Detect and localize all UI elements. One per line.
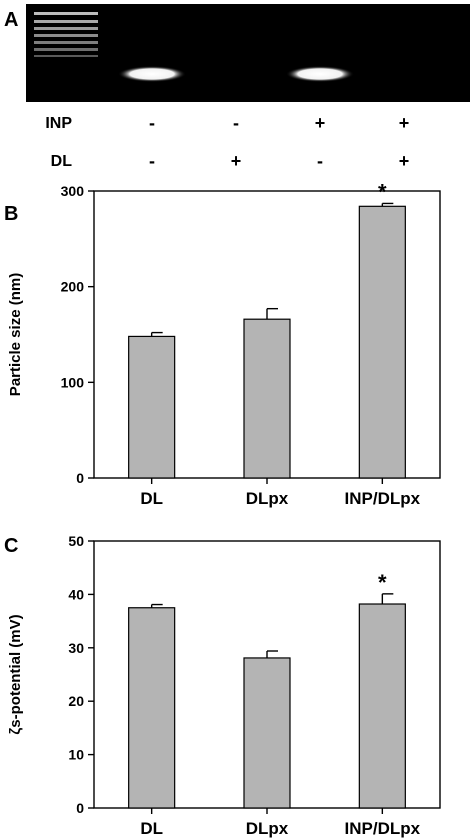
- panel-a-label: A: [4, 9, 18, 31]
- bar: [358, 205, 406, 479]
- gel-sign: -: [317, 151, 323, 171]
- y-tick-label: 50: [68, 533, 84, 549]
- gel-row-label: DL: [51, 153, 73, 170]
- significance-marker: *: [378, 570, 387, 595]
- significance-marker: *: [378, 179, 387, 204]
- gel-sign: -: [233, 113, 239, 133]
- bar: [243, 657, 291, 809]
- gel-band: [118, 66, 186, 82]
- y-axis-label: ζs-potential (mV): [7, 614, 24, 734]
- bar: [128, 335, 176, 479]
- y-tick-label: 20: [68, 693, 84, 709]
- dna-ladder: [34, 12, 98, 57]
- y-tick-label: 10: [68, 747, 84, 763]
- x-tick-label: INP/DLpx: [345, 819, 421, 838]
- x-tick-label: INP/DLpx: [345, 489, 421, 508]
- y-tick-label: 300: [61, 183, 85, 199]
- gel-sign: +: [315, 113, 326, 133]
- y-tick-label: 0: [76, 800, 84, 816]
- gel-image: [26, 4, 470, 102]
- gel-band: [286, 66, 354, 82]
- x-tick-label: DLpx: [246, 819, 289, 838]
- y-tick-label: 30: [68, 640, 84, 656]
- gel-sign: +: [399, 113, 410, 133]
- panel-b-label: B: [4, 203, 18, 225]
- gel-sign: +: [231, 151, 242, 171]
- gel-row-label: INP: [45, 115, 72, 132]
- bar: [243, 318, 291, 479]
- x-tick-label: DL: [140, 489, 163, 508]
- bar: [128, 607, 176, 809]
- x-tick-label: DLpx: [246, 489, 289, 508]
- x-tick-label: DL: [140, 819, 163, 838]
- y-tick-label: 100: [61, 374, 85, 390]
- gel-sign: -: [149, 113, 155, 133]
- y-tick-label: 200: [61, 279, 85, 295]
- gel-sign: -: [149, 151, 155, 171]
- y-tick-label: 0: [76, 470, 84, 486]
- gel-sign: +: [399, 151, 410, 171]
- y-axis-label: Particle size (nm): [7, 273, 24, 396]
- y-tick-label: 40: [68, 586, 84, 602]
- bar: [358, 603, 406, 809]
- panel-c-label: C: [4, 535, 18, 557]
